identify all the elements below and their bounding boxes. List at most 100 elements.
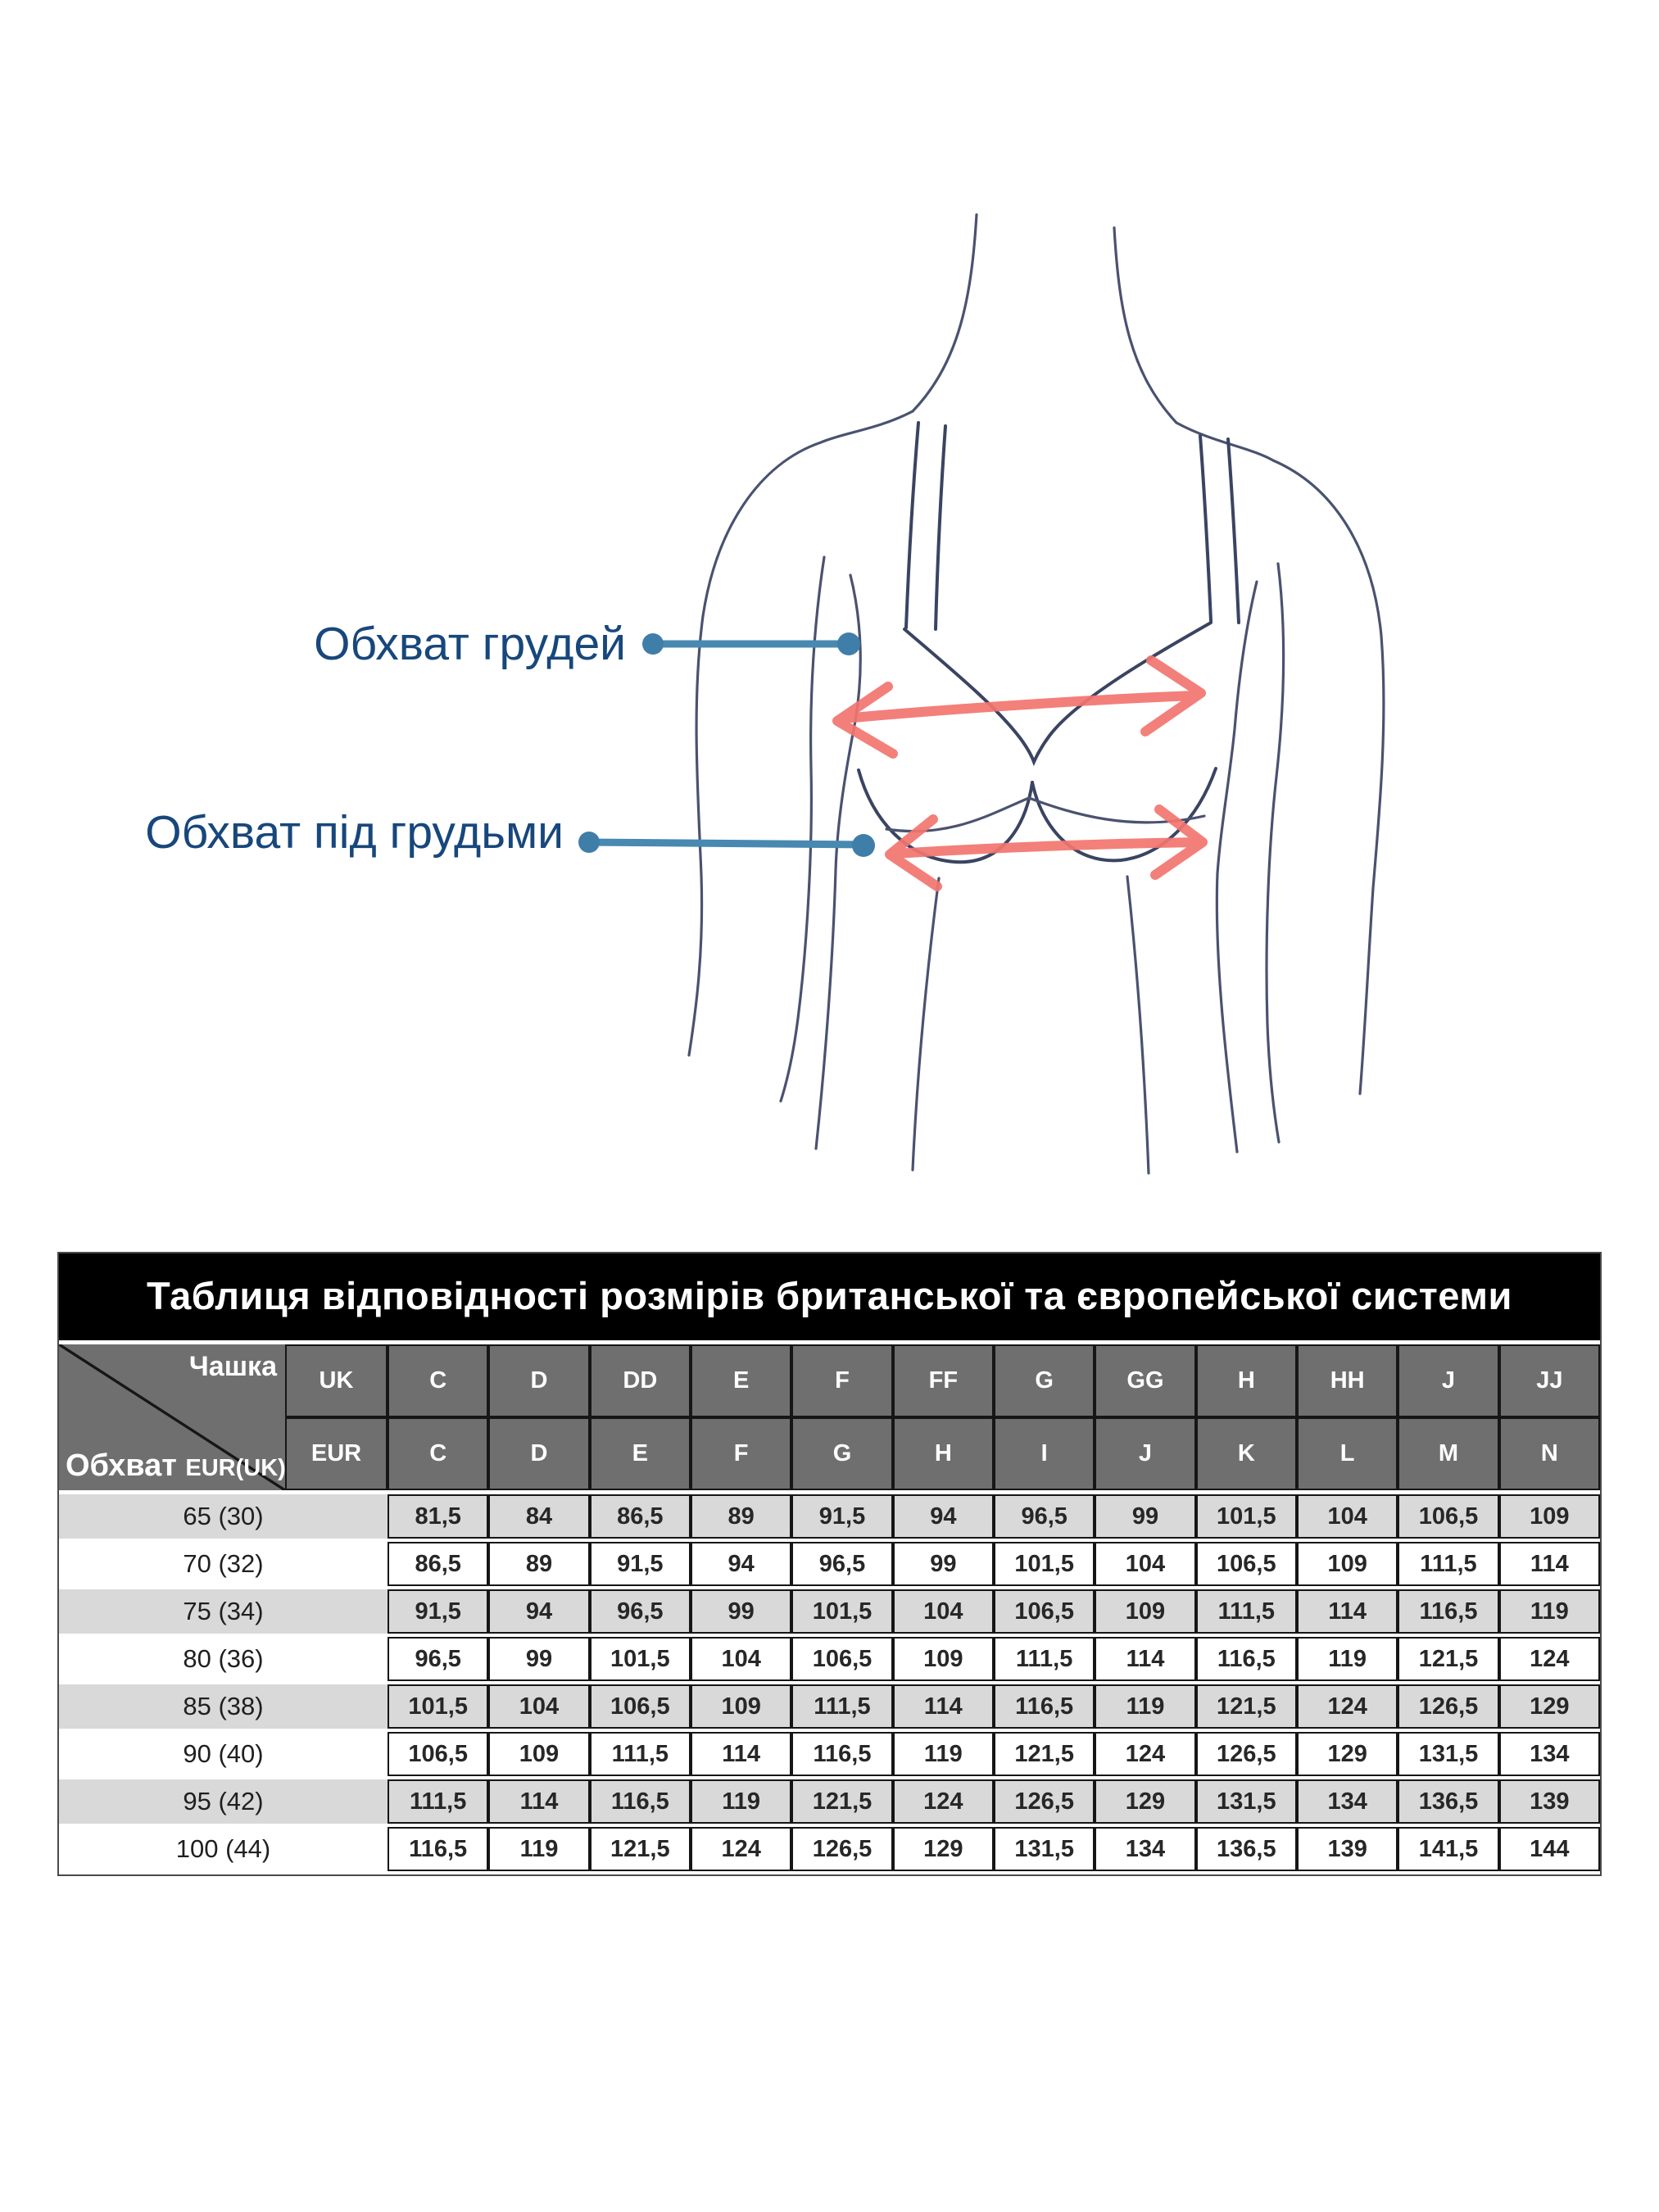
size-value-cell: 119 xyxy=(1498,1589,1600,1634)
size-value-cell: 106,5 xyxy=(791,1637,893,1681)
size-value-cell: 101,5 xyxy=(589,1637,691,1681)
band-size-label: 95 (42) xyxy=(59,1779,388,1824)
size-value-cell: 111,5 xyxy=(1398,1542,1499,1586)
band-size-label: 80 (36) xyxy=(59,1637,388,1681)
band-size-label: 70 (32) xyxy=(59,1542,388,1586)
size-value-cell: 99 xyxy=(488,1637,590,1681)
size-value-cell: 106,5 xyxy=(1398,1494,1499,1539)
size-value-cell: 119 xyxy=(1095,1684,1196,1729)
size-value-cell: 104 xyxy=(691,1637,792,1681)
size-row: 85 (38) 101,5 104 106,5 109 111,5 114 116,5 119 1… xyxy=(59,1684,1600,1729)
eur-system-label: EUR xyxy=(285,1417,388,1490)
uk-cup-JJ: JJ xyxy=(1498,1344,1600,1417)
uk-cup-HH: HH xyxy=(1297,1344,1398,1417)
size-value-cell: 109 xyxy=(488,1732,590,1776)
uk-cup-DD: DD xyxy=(589,1344,691,1417)
size-value-cell: 141,5 xyxy=(1398,1827,1499,1871)
band-size-label: 75 (34) xyxy=(59,1589,388,1634)
eur-cup-F: F xyxy=(691,1417,792,1490)
size-value-cell: 106,5 xyxy=(1195,1542,1297,1586)
size-value-cell: 101,5 xyxy=(1195,1494,1297,1539)
underbust-arrow xyxy=(885,805,1208,891)
size-value-cell: 109 xyxy=(691,1684,792,1729)
size-value-cell: 134 xyxy=(1297,1779,1398,1824)
torso-body-lines xyxy=(687,213,1385,1175)
size-value-cell: 136,5 xyxy=(1195,1827,1297,1871)
size-value-cell: 104 xyxy=(1297,1494,1398,1539)
size-value-cell: 129 xyxy=(1297,1732,1398,1776)
size-value-cell: 129 xyxy=(1498,1684,1600,1729)
size-value-cell: 131,5 xyxy=(994,1827,1095,1871)
size-value-cell: 91,5 xyxy=(791,1494,893,1539)
size-value-cell: 121,5 xyxy=(791,1779,893,1824)
size-value-cell: 136,5 xyxy=(1398,1779,1499,1824)
size-value-cell: 106,5 xyxy=(589,1684,691,1729)
size-value-cell: 121,5 xyxy=(1195,1684,1297,1729)
size-value-cell: 91,5 xyxy=(589,1542,691,1586)
size-value-cell: 96,5 xyxy=(388,1637,489,1681)
size-value-cell: 114 xyxy=(488,1779,590,1824)
bust-label: Обхват грудей xyxy=(314,618,626,670)
size-value-cell: 131,5 xyxy=(1398,1732,1499,1776)
size-value-cell: 99 xyxy=(691,1589,792,1634)
uk-cup-C: C xyxy=(388,1344,489,1417)
size-chart-table: Таблиця відповідності розмірів британськ… xyxy=(57,1252,1602,1876)
size-row: 100 (44) 116,5 119 121,5 124 126,5 129 131,5 134… xyxy=(59,1827,1600,1871)
size-value-cell: 129 xyxy=(892,1827,994,1871)
size-value-cell: 91,5 xyxy=(388,1589,489,1634)
size-value-cell: 121,5 xyxy=(994,1732,1095,1776)
torso-illustration xyxy=(578,213,1385,1175)
size-value-cell: 99 xyxy=(892,1542,994,1586)
size-value-cell: 124 xyxy=(1297,1684,1398,1729)
eur-cup-K: K xyxy=(1195,1417,1297,1490)
size-value-cell: 114 xyxy=(1297,1589,1398,1634)
size-value-cell: 111,5 xyxy=(388,1779,489,1824)
size-value-cell: 144 xyxy=(1498,1827,1600,1871)
size-value-cell: 109 xyxy=(1095,1589,1196,1634)
size-value-cell: 121,5 xyxy=(589,1827,691,1871)
size-value-cell: 89 xyxy=(691,1494,792,1539)
size-value-cell: 119 xyxy=(892,1732,994,1776)
size-value-cell: 116,5 xyxy=(589,1779,691,1824)
bust-arrow xyxy=(832,655,1206,759)
diagonal-divider xyxy=(59,1344,285,1490)
corner-cell: Чашка Обхват EUR(UK) xyxy=(59,1344,286,1490)
size-value-cell: 111,5 xyxy=(994,1637,1095,1681)
size-value-cell: 114 xyxy=(892,1684,994,1729)
size-value-cell: 86,5 xyxy=(388,1542,489,1586)
uk-system-label: UK xyxy=(285,1344,388,1417)
size-value-cell: 116,5 xyxy=(1398,1589,1499,1634)
size-value-cell: 94 xyxy=(892,1494,994,1539)
corner-girth-word: Обхват xyxy=(66,1448,177,1483)
eur-cup-J: J xyxy=(1095,1417,1196,1490)
size-value-cell: 96,5 xyxy=(589,1589,691,1634)
eur-cup-E: E xyxy=(589,1417,691,1490)
eur-cup-I: I xyxy=(994,1417,1095,1490)
size-value-cell: 101,5 xyxy=(994,1542,1095,1586)
size-value-cell: 124 xyxy=(691,1827,792,1871)
band-size-label: 85 (38) xyxy=(59,1684,388,1729)
table-header: Чашка Обхват EUR(UK) UK EUR C D DD E F FF G GG H… xyxy=(59,1344,1600,1490)
size-value-cell: 119 xyxy=(1297,1637,1398,1681)
size-row: 75 (34) 91,5 94 96,5 99 101,5 104 106,5 109 111,5… xyxy=(59,1589,1600,1634)
eur-cup-L: L xyxy=(1297,1417,1398,1490)
size-value-cell: 116,5 xyxy=(994,1684,1095,1729)
size-value-cell: 124 xyxy=(1095,1732,1196,1776)
size-value-cell: 114 xyxy=(691,1732,792,1776)
bust-pointer-dots xyxy=(642,632,860,655)
eur-cup-C: C xyxy=(388,1417,489,1490)
size-value-cell: 109 xyxy=(1498,1494,1600,1539)
size-value-cell: 139 xyxy=(1498,1779,1600,1824)
size-value-cell: 116,5 xyxy=(388,1827,489,1871)
size-value-cell: 126,5 xyxy=(791,1827,893,1871)
corner-cup-label: Чашка xyxy=(188,1351,277,1382)
table-title: Таблиця відповідності розмірів британськ… xyxy=(59,1253,1600,1340)
size-value-cell: 106,5 xyxy=(994,1589,1095,1634)
size-value-cell: 99 xyxy=(1095,1494,1196,1539)
band-size-label: 90 (40) xyxy=(59,1732,388,1776)
size-value-cell: 116,5 xyxy=(791,1732,893,1776)
uk-cup-FF: FF xyxy=(892,1344,994,1417)
size-value-cell: 111,5 xyxy=(791,1684,893,1729)
uk-cup-J: J xyxy=(1398,1344,1499,1417)
size-row: 90 (40) 106,5 109 111,5 114 116,5 119 121,5 124 1… xyxy=(59,1732,1600,1776)
